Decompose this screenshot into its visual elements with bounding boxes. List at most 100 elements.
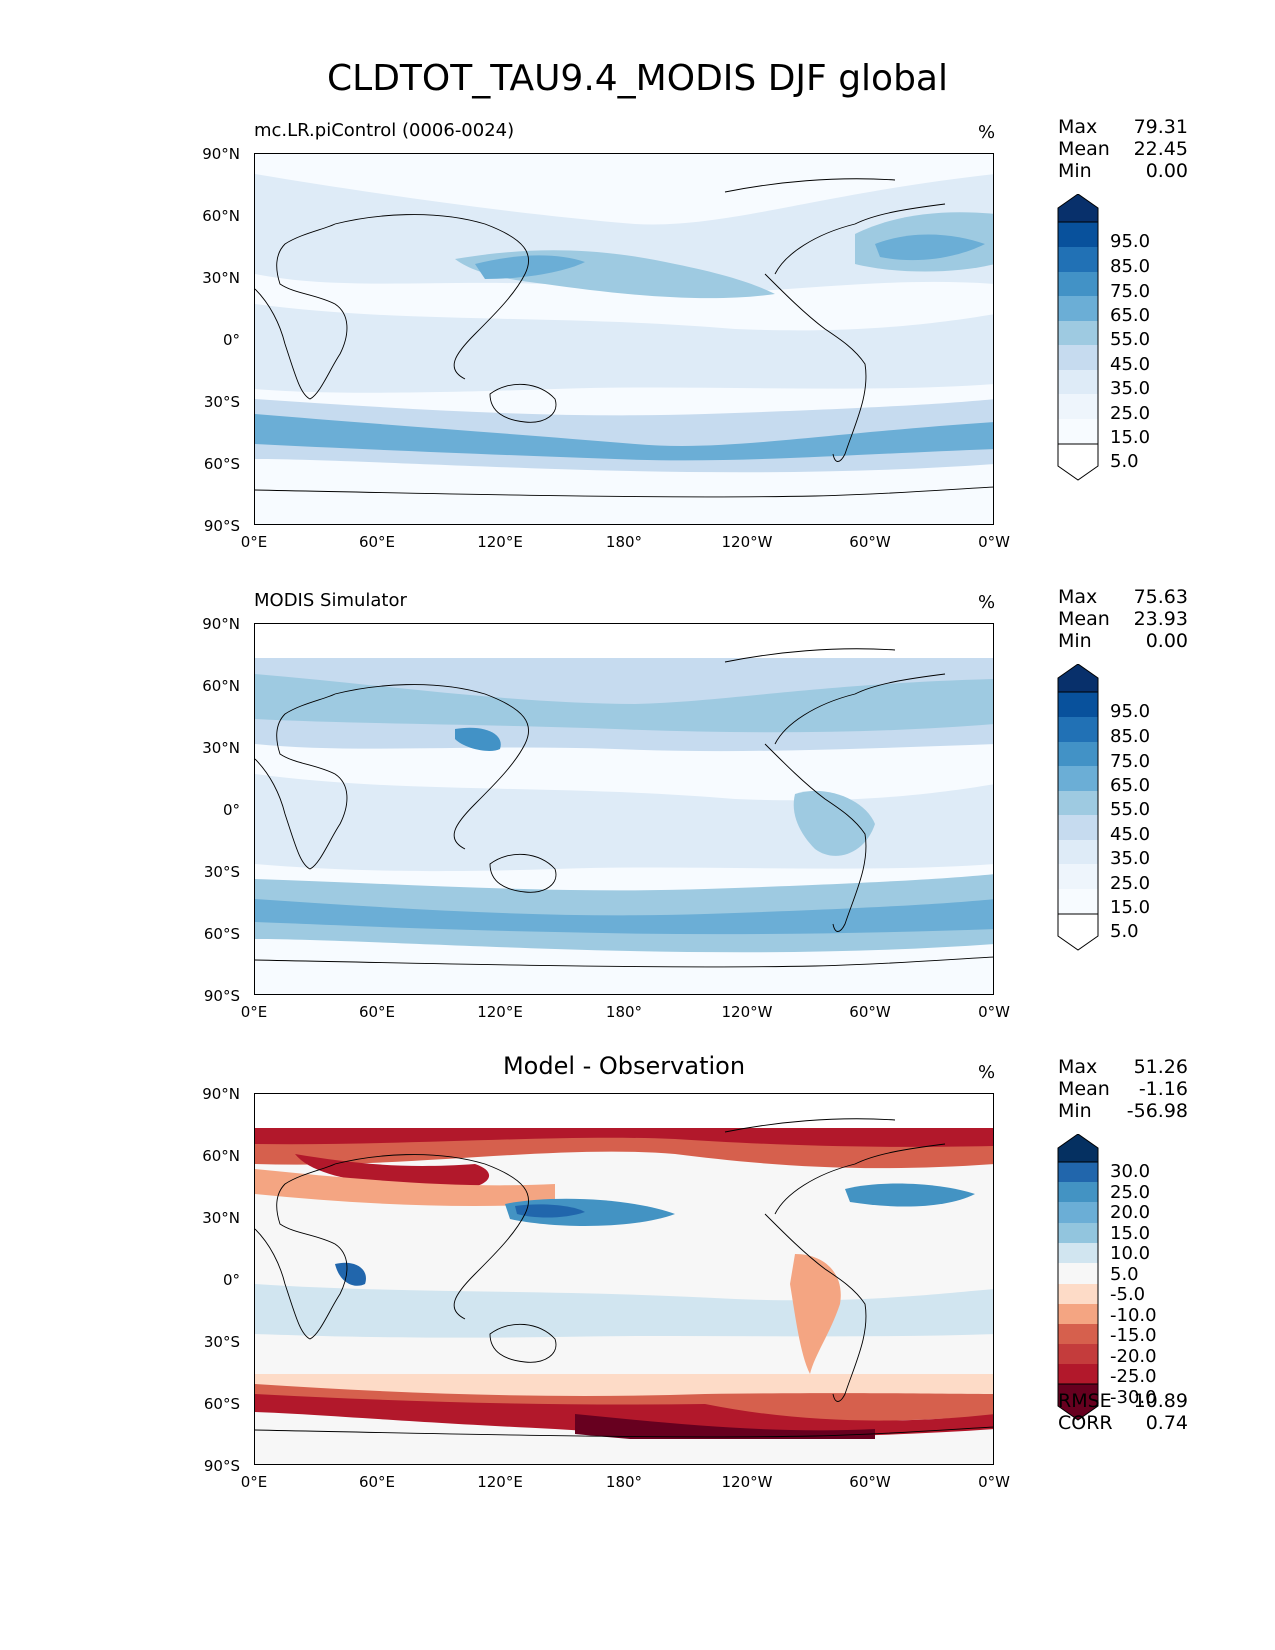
panel-diff: Model - Observation % xyxy=(0,1050,1275,1510)
coastlines xyxy=(255,178,993,498)
field-band-east-asia xyxy=(455,727,501,751)
lon-label: 120°E xyxy=(477,1473,523,1491)
colorbar xyxy=(1057,194,1099,481)
colorbar-label: 15.0 xyxy=(1110,897,1151,918)
figure-title: CLDTOT_TAU9.4_MODIS DJF global xyxy=(327,58,948,99)
lon-label: 180° xyxy=(605,1003,643,1021)
field-nodata-arctic xyxy=(255,624,993,658)
lon-label: 120°E xyxy=(477,1003,523,1021)
units-label: % xyxy=(978,592,996,613)
lat-label: 60°S xyxy=(203,455,240,473)
colorbar-label: 10.0 xyxy=(1110,1243,1151,1264)
colorbar-label: 85.0 xyxy=(1110,726,1151,747)
stat-label: Min xyxy=(1058,160,1092,182)
lat-label: 90°N xyxy=(202,615,240,633)
coastlines xyxy=(255,648,993,968)
units-label: % xyxy=(978,122,996,143)
colorbar-label: 15.0 xyxy=(1110,427,1151,448)
lon-label: 60°E xyxy=(358,1003,396,1021)
colorbar-label: -5.0 xyxy=(1110,1284,1146,1305)
colorbar-label: 95.0 xyxy=(1110,231,1151,252)
lon-label: 120°W xyxy=(721,1003,773,1021)
coast-asia xyxy=(334,214,529,380)
stats-block: Max 75.63 Mean 23.93 Min 0.00 xyxy=(1058,586,1188,652)
stat-label: Mean xyxy=(1058,608,1110,630)
field-band-arctic-neg-core xyxy=(255,1128,993,1147)
colorbar-label: 5.0 xyxy=(1110,1264,1139,1285)
field-band-eurasia-neg xyxy=(295,1154,490,1190)
map-plot xyxy=(254,153,994,525)
coastlines xyxy=(255,1118,993,1438)
panel-title: Model - Observation xyxy=(502,1052,746,1080)
colorbar-label: 65.0 xyxy=(1110,305,1151,326)
coast-north-america xyxy=(774,203,946,275)
colorbar-label: 20.0 xyxy=(1110,1202,1151,1223)
lon-label: 120°E xyxy=(477,533,523,551)
colorbar-label: 45.0 xyxy=(1110,824,1151,845)
stat-label: CORR xyxy=(1058,1412,1113,1434)
stat-value-max: 75.63 xyxy=(1133,586,1188,608)
lat-label: 60°N xyxy=(202,677,240,695)
coast-antarctica xyxy=(255,486,993,498)
error-stats: RMSE 10.89 CORR 0.74 xyxy=(1058,1390,1188,1434)
coast-arctic xyxy=(724,178,896,193)
lat-label: 90°S xyxy=(203,987,240,1005)
lat-label: 0° xyxy=(222,1271,240,1289)
colorbar-label: -20.0 xyxy=(1110,1346,1157,1367)
field-band-npacific-core xyxy=(475,255,585,279)
lat-label: 90°S xyxy=(203,1457,240,1475)
coast-north-america xyxy=(774,673,946,745)
coast-arctic xyxy=(724,648,896,663)
coast-americas xyxy=(764,743,867,932)
colorbar-label: 75.0 xyxy=(1110,751,1151,772)
lat-label: 60°N xyxy=(202,207,240,225)
coast-africa-europe xyxy=(255,223,348,400)
stat-value-mean: 23.93 xyxy=(1133,608,1188,630)
stat-value-corr: 0.74 xyxy=(1145,1412,1188,1434)
stat-label: Max xyxy=(1058,116,1098,138)
lat-label: 60°S xyxy=(203,1395,240,1413)
lat-label: 30°N xyxy=(202,739,240,757)
colorbar-label: 30.0 xyxy=(1110,1161,1151,1182)
stat-value-max: 51.26 xyxy=(1133,1056,1188,1078)
field-band-natlantic-pos xyxy=(845,1183,975,1207)
stat-value-rmse: 10.89 xyxy=(1133,1390,1188,1412)
colorbar-label: 15.0 xyxy=(1110,1223,1151,1244)
lon-label: 0°E xyxy=(240,533,268,551)
coast-africa-europe xyxy=(255,1163,348,1340)
field-band-samerica xyxy=(793,790,875,856)
coast-antarctica xyxy=(255,956,993,968)
field-band-antarctic xyxy=(255,1439,993,1464)
colorbar-label: 25.0 xyxy=(1110,1182,1151,1203)
field-band-antarctic xyxy=(255,474,993,524)
coast-australia xyxy=(489,1323,557,1363)
stat-label: RMSE xyxy=(1058,1390,1112,1412)
lon-label: 180° xyxy=(605,1473,643,1491)
colorbar-label: 65.0 xyxy=(1110,775,1151,796)
field-band-tropics xyxy=(255,774,993,872)
stat-value-mean: -1.16 xyxy=(1138,1078,1188,1100)
coast-asia xyxy=(334,684,529,850)
lon-label: 60°E xyxy=(358,1473,396,1491)
field-band-antarctic-neg-core xyxy=(575,1414,875,1446)
lon-label: 120°W xyxy=(721,1473,773,1491)
lon-label: 60°E xyxy=(358,533,396,551)
stat-value-mean: 22.45 xyxy=(1133,138,1188,160)
lon-label: 180° xyxy=(605,533,643,551)
lon-label: 0°W xyxy=(978,1003,1010,1021)
lon-label: 0°W xyxy=(978,1473,1010,1491)
colorbar-label: 85.0 xyxy=(1110,256,1151,277)
lat-label: 90°N xyxy=(202,1085,240,1103)
field-band-samerica-neg xyxy=(790,1254,841,1374)
stat-value-max: 79.31 xyxy=(1133,116,1188,138)
panel-model: mc.LR.piControl (0006-0024) % 90° xyxy=(0,110,1275,570)
stat-label: Mean xyxy=(1058,1078,1110,1100)
stat-label: Min xyxy=(1058,1100,1092,1122)
lat-label: 30°N xyxy=(202,269,240,287)
lat-label: 30°S xyxy=(203,863,240,881)
field-band-north-mid xyxy=(255,674,993,733)
field-band-africa-pos xyxy=(335,1262,366,1286)
colorbar-label: 55.0 xyxy=(1110,799,1151,820)
lon-label: 60°W xyxy=(849,533,891,551)
colorbar-label: -30.0 xyxy=(1110,1387,1157,1408)
